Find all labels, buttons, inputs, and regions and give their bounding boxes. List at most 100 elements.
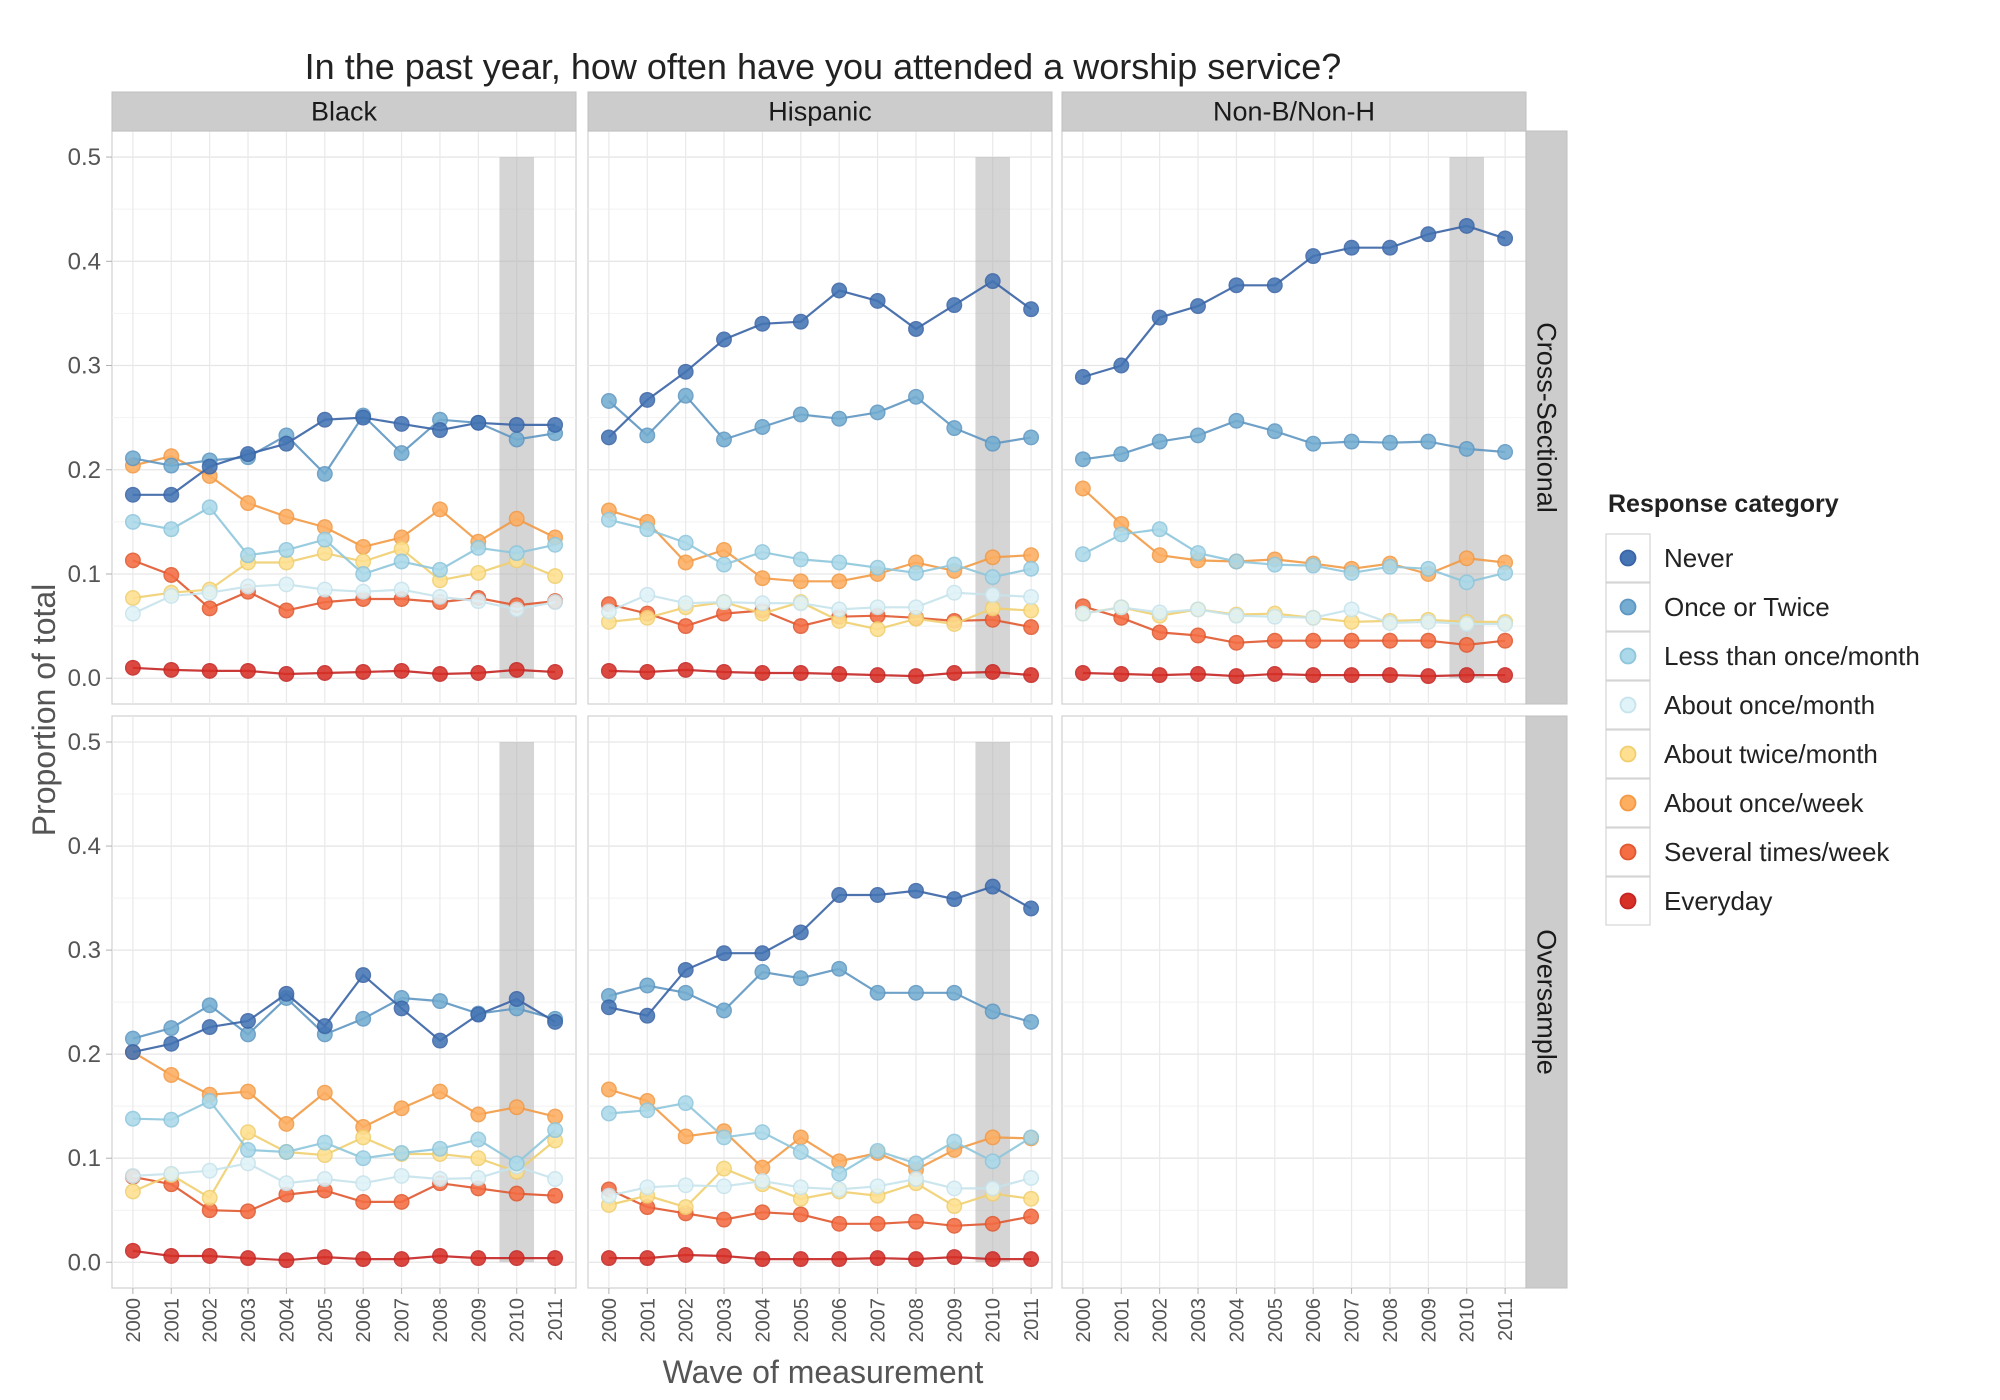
data-point-never-2005 bbox=[316, 411, 333, 428]
x-tick-label: 2002 bbox=[676, 1298, 698, 1343]
data-point-never-2005 bbox=[792, 924, 809, 941]
data-point-less-than-once-month-2000 bbox=[124, 513, 141, 530]
data-point-about-once-month-2001 bbox=[639, 586, 656, 603]
data-point-less-than-once-month-2011 bbox=[1023, 1129, 1040, 1146]
y-tick-label: 0.5 bbox=[68, 729, 101, 756]
data-point-less-than-once-month-2008 bbox=[432, 561, 448, 578]
data-point-less-than-once-month-2007 bbox=[393, 1145, 410, 1161]
x-tick-label: 2007 bbox=[868, 1298, 890, 1343]
data-point-everyday-2005 bbox=[316, 665, 333, 681]
data-point-everyday-2001 bbox=[639, 1250, 656, 1267]
data-point-everyday-2002 bbox=[201, 1248, 218, 1264]
data-point-about-once-month-2006 bbox=[1305, 609, 1322, 626]
data-point-about-once-week-2010 bbox=[1458, 550, 1475, 567]
data-point-never-2002 bbox=[201, 458, 218, 475]
data-point-about-once-week-2011 bbox=[1023, 547, 1040, 564]
legend: Response category Never Once or Twice Less … bbox=[1605, 490, 1920, 926]
data-point-about-once-month-2000 bbox=[600, 1187, 617, 1204]
legend-item-about-once-week: About once/week bbox=[1605, 778, 1864, 828]
strip-hispanic: Hispanic bbox=[587, 91, 1053, 132]
data-point-about-once-month-2005 bbox=[316, 1171, 333, 1187]
data-point-about-once-week-2008 bbox=[432, 501, 448, 518]
data-point-about-once-week-2006 bbox=[831, 573, 848, 590]
data-point-never-2002 bbox=[677, 363, 694, 380]
data-point-about-twice-month-2003 bbox=[240, 1124, 256, 1141]
data-point-never-2010 bbox=[984, 273, 1001, 290]
series-once-or-twice bbox=[600, 960, 1040, 1030]
data-point-everyday-2009 bbox=[470, 1250, 487, 1267]
data-point-never-2003 bbox=[1190, 298, 1206, 315]
data-point-about-once-month-2004 bbox=[278, 1175, 295, 1192]
data-point-everyday-2007 bbox=[393, 662, 410, 679]
data-point-about-once-week-2001 bbox=[163, 1067, 180, 1083]
data-point-never-2011 bbox=[1023, 301, 1040, 318]
legend-swatch bbox=[1619, 745, 1637, 763]
x-tick-label: 2008 bbox=[430, 1298, 452, 1343]
series-less-than-once-month bbox=[124, 1093, 564, 1172]
data-point-about-once-month-2007 bbox=[393, 581, 410, 598]
data-point-never-2006 bbox=[355, 967, 372, 984]
data-point-never-2000 bbox=[124, 1044, 141, 1061]
data-point-less-than-once-month-2003 bbox=[716, 1129, 732, 1146]
data-point-never-2008 bbox=[1382, 239, 1398, 256]
data-point-about-once-month-2005 bbox=[1266, 608, 1283, 625]
data-point-everyday-2011 bbox=[1497, 667, 1514, 684]
data-point-once-or-twice-2006 bbox=[831, 410, 848, 427]
strip-label: Black bbox=[311, 97, 378, 127]
data-point-about-once-month-2006 bbox=[355, 583, 372, 600]
data-point-about-once-month-2008 bbox=[432, 1171, 448, 1187]
data-point-never-2010 bbox=[508, 416, 525, 433]
y-tick-label: 0.1 bbox=[68, 1145, 101, 1172]
strip-background bbox=[1061, 91, 1527, 132]
strip-oversample: Oversample bbox=[1525, 715, 1568, 1289]
data-point-less-than-once-month-2005 bbox=[792, 1144, 809, 1160]
data-point-never-2009 bbox=[470, 414, 487, 431]
data-point-everyday-2001 bbox=[163, 1248, 180, 1264]
data-point-once-or-twice-2001 bbox=[1113, 446, 1130, 463]
data-point-never-2002 bbox=[201, 1019, 218, 1036]
data-point-everyday-2008 bbox=[908, 668, 924, 685]
data-point-once-or-twice-2011 bbox=[1497, 444, 1514, 460]
legend-item-once-or-twice: Once or Twice bbox=[1605, 582, 1830, 632]
data-point-several-times-week-2005 bbox=[792, 1206, 809, 1223]
data-point-about-once-month-2008 bbox=[432, 588, 448, 605]
data-point-about-once-month-2006 bbox=[355, 1175, 372, 1192]
legend-swatch bbox=[1619, 892, 1637, 910]
strip-background bbox=[1525, 130, 1568, 705]
y-tick-label: 0.4 bbox=[68, 248, 101, 275]
data-point-everyday-2006 bbox=[831, 1251, 848, 1268]
data-point-about-once-week-2010 bbox=[508, 510, 525, 527]
data-point-about-once-month-2007 bbox=[869, 599, 886, 616]
series-about-once-month bbox=[124, 576, 564, 622]
data-point-everyday-2010 bbox=[508, 661, 525, 678]
data-point-about-once-month-2001 bbox=[639, 1179, 656, 1196]
data-point-less-than-once-month-2001 bbox=[163, 521, 180, 538]
data-point-once-or-twice-2010 bbox=[1458, 440, 1475, 457]
data-point-never-2008 bbox=[432, 422, 448, 439]
x-tick-label: 2000 bbox=[599, 1298, 621, 1343]
data-point-several-times-week-2003 bbox=[1190, 627, 1206, 644]
data-point-about-twice-month-2011 bbox=[1023, 602, 1040, 619]
data-point-once-or-twice-2007 bbox=[393, 445, 410, 462]
data-point-once-or-twice-2002 bbox=[201, 997, 218, 1014]
data-point-once-or-twice-2010 bbox=[984, 435, 1001, 452]
data-point-several-times-week-2009 bbox=[946, 1217, 963, 1234]
data-point-everyday-2003 bbox=[240, 662, 256, 679]
data-point-about-once-week-2004 bbox=[754, 570, 771, 587]
x-tick-label: 2010 bbox=[983, 1298, 1005, 1343]
data-point-once-or-twice-2002 bbox=[677, 387, 694, 404]
data-point-less-than-once-month-2005 bbox=[316, 531, 333, 548]
data-point-never-2001 bbox=[163, 486, 180, 503]
data-point-about-once-month-2002 bbox=[677, 1177, 694, 1194]
highlight-band-2010 bbox=[1449, 157, 1485, 679]
data-point-about-once-month-2001 bbox=[1113, 599, 1130, 616]
series-about-once-month bbox=[600, 1170, 1040, 1204]
series-about-once-month bbox=[1074, 599, 1514, 632]
data-point-about-once-month-2011 bbox=[1023, 1170, 1040, 1186]
data-point-about-once-week-2005 bbox=[792, 1129, 809, 1146]
legend-swatch bbox=[1619, 843, 1637, 861]
series-once-or-twice bbox=[600, 387, 1040, 452]
data-point-several-times-week-2002 bbox=[1151, 624, 1168, 641]
data-point-once-or-twice-2008 bbox=[1382, 434, 1398, 451]
data-point-never-2009 bbox=[946, 297, 963, 314]
